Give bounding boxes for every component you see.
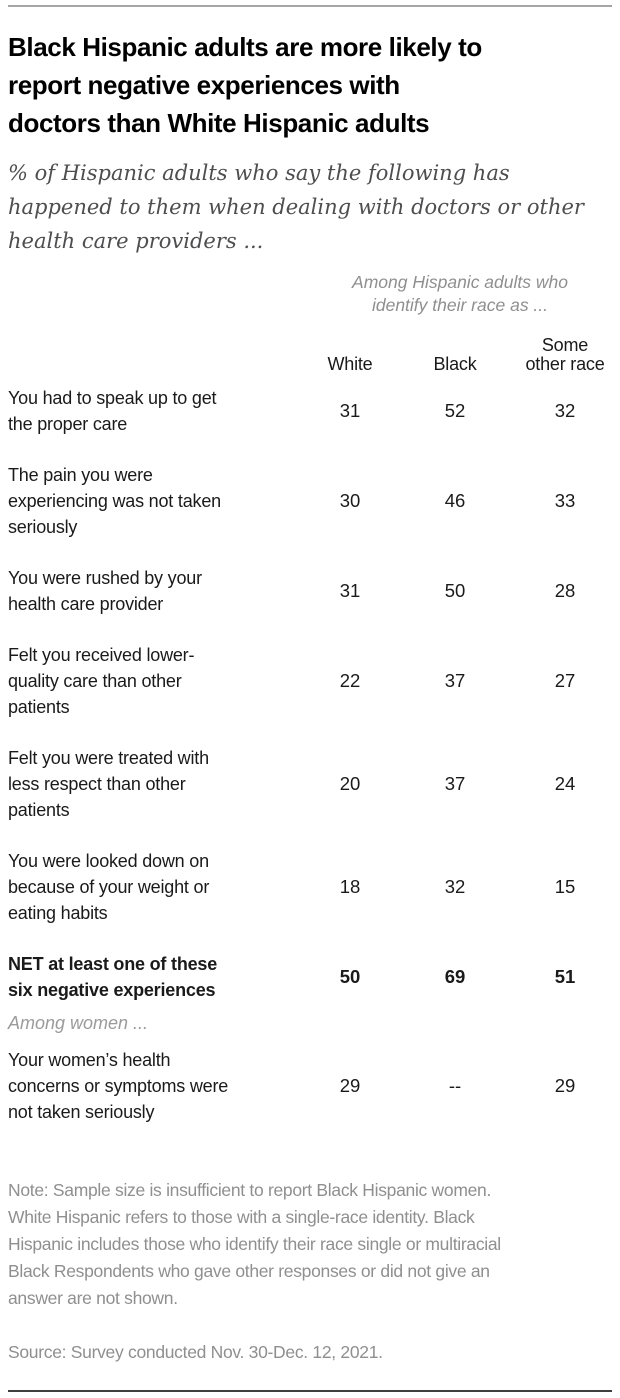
value-white: 18 (339, 876, 361, 897)
value-some-other-race: 28 (554, 580, 576, 601)
table-body: You had to speak up to get the proper ca… (8, 385, 612, 1125)
among-women-section-label: Among women ... (8, 1013, 149, 1033)
table-row-womens-health-concerns: Your women’s health concerns or symptoms… (8, 1047, 612, 1125)
value-white: 29 (339, 1075, 361, 1096)
value-some-other-race: 33 (554, 490, 576, 511)
row-label: NET at least one of these six negative e… (8, 954, 218, 1000)
value-white: 30 (339, 490, 361, 511)
value-white: 50 (339, 966, 361, 987)
column-header-some-other-race: Some other race (525, 335, 605, 374)
value-black: 50 (444, 580, 466, 601)
note-text: Note: Sample size is insufficient to rep… (8, 1180, 501, 1308)
figure-subtitle: % of Hispanic adults who say the followi… (8, 161, 584, 253)
column-group-header: Among Hispanic adults who identify their… (352, 272, 568, 315)
column-header-black: Black (433, 354, 477, 374)
top-divider (8, 5, 612, 7)
table-row-net-negative-experiences: NET at least one of these six negative e… (8, 951, 612, 1003)
figure-notes: Note: Sample size is insufficient to rep… (8, 1150, 612, 1398)
source-text: Source: Survey conducted Nov. 30-Dec. 12… (8, 1342, 383, 1362)
value-black: 37 (444, 773, 466, 794)
row-label: Felt you were treated with less respect … (8, 748, 209, 820)
column-header-white: White (327, 354, 373, 374)
value-black: -- (448, 1075, 462, 1096)
row-label: The pain you were experiencing was not t… (8, 465, 221, 537)
bottom-divider (8, 1390, 612, 1392)
table-row-lower-quality-care: Felt you received lower- quality care th… (8, 642, 612, 720)
value-some-other-race: 24 (554, 773, 576, 794)
value-some-other-race: 27 (554, 670, 576, 691)
value-black: 69 (444, 966, 466, 987)
column-header-row: White Black Some other race (8, 336, 612, 374)
value-white: 31 (339, 580, 361, 601)
figure-title: Black Hispanic adults are more likely to… (8, 32, 482, 138)
row-label: Your women’s health concerns or symptoms… (8, 1050, 229, 1122)
row-label: You were rushed by your health care prov… (8, 568, 202, 614)
table-row-looked-down-on-weight: You were looked down on because of your … (8, 848, 612, 926)
table-row-rushed-by-provider: You were rushed by your health care prov… (8, 565, 612, 617)
table-row-speak-up: You had to speak up to get the proper ca… (8, 385, 612, 437)
value-black: 32 (444, 876, 466, 897)
row-label: Felt you received lower- quality care th… (8, 645, 195, 717)
table-row-less-respect: Felt you were treated with less respect … (8, 745, 612, 823)
value-some-other-race: 32 (554, 400, 576, 421)
value-white: 20 (339, 773, 361, 794)
value-some-other-race: 29 (554, 1075, 576, 1096)
row-label: You were looked down on because of your … (8, 851, 210, 923)
value-black: 46 (444, 490, 466, 511)
value-some-other-race: 15 (554, 876, 576, 897)
row-label: You had to speak up to get the proper ca… (8, 388, 217, 434)
value-black: 37 (444, 670, 466, 691)
value-black: 52 (444, 400, 466, 421)
report-title-text: “Hispanic Americans’ Trust in and Engage… (8, 1393, 612, 1398)
value-white: 22 (339, 670, 361, 691)
value-white: 31 (339, 400, 361, 421)
value-some-other-race: 51 (554, 966, 576, 987)
table-row-pain-not-taken-seriously: The pain you were experiencing was not t… (8, 462, 612, 540)
